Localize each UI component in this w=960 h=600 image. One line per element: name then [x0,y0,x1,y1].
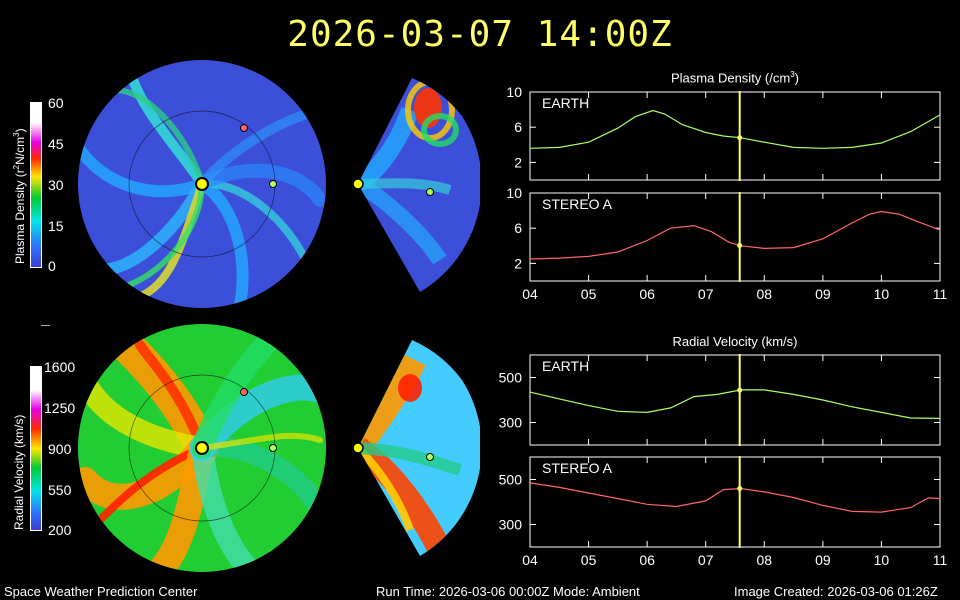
series-line [529,389,941,419]
x-tick-label: 10 [874,552,890,568]
y-tick-label: 300 [499,415,523,431]
series-line [529,109,941,149]
velocity-tick: 1250 [44,400,76,416]
footer-right: Image Created: 2026-03-06 01:26Z [734,584,938,599]
density-panel-title: Plasma Density (/cm3) [671,70,799,86]
time-series-charts: 2 6 10 EARTH 2 6 10 04 05 06 07 08 09 10 11 STEREO A 300… [499,84,948,568]
x-tick-label: 06 [639,286,655,302]
current-time-marker [737,486,743,492]
panel-label: STEREO A [542,460,613,476]
y-tick-label: 300 [499,517,523,533]
separator-dash [41,325,50,326]
x-tick-label: 08 [756,552,772,568]
x-tick-label: 04 [522,286,538,302]
x-tick-label: 06 [639,552,655,568]
density-colorbar [30,102,42,268]
footer-center: Run Time: 2026-03-06 00:00Z Mode: Ambien… [376,584,640,599]
velocity-colorbar [30,366,42,531]
current-time-marker [737,387,743,393]
panel-label: STEREO A [542,196,613,212]
current-time-marker [737,135,743,141]
x-tick-label: 05 [581,552,597,568]
current-time-marker [737,242,743,248]
x-tick-label: 11 [933,552,948,568]
panel-label: EARTH [542,95,589,111]
velocity-tick: 200 [48,522,72,538]
y-tick-label: 10 [506,185,522,201]
plot-frame [529,354,941,446]
plot-frame [529,91,941,181]
density-wedge [352,78,480,292]
density-tick: 0 [48,258,56,274]
x-tick-label: 09 [815,286,831,302]
x-tick-label: 04 [522,552,538,568]
density-tick: 45 [48,136,64,152]
x-tick-label: 09 [815,552,831,568]
y-tick-label: 6 [514,119,522,135]
x-tick-label: 10 [874,286,890,302]
footer-left: Space Weather Prediction Center [4,584,198,599]
plot-frame [529,456,941,548]
y-tick-label: 10 [506,84,522,100]
x-tick-label: 07 [698,286,714,302]
y-tick-label: 500 [499,472,523,488]
page-title: 2026-03-07 14:00Z [287,14,673,55]
y-tick-label: 2 [514,255,522,271]
y-tick-label: 6 [514,220,522,236]
y-tick-label: 500 [499,370,523,386]
plot-frame [529,192,941,282]
density-tick: 30 [48,177,64,193]
velocity-wedge [352,340,480,556]
velocity-tick: 550 [48,482,72,498]
x-tick-label: 05 [581,286,597,302]
velocity-panel-title: Radial Velocity (km/s) [672,334,798,349]
density-tick: 15 [48,218,64,234]
y-tick-label: 2 [514,154,522,170]
x-tick-label: 07 [698,552,714,568]
series-line [529,210,941,260]
panel-label: EARTH [542,358,589,374]
velocity-tick: 1600 [44,359,76,375]
heliosphere-maps [78,60,480,572]
series-line [529,482,941,513]
x-tick-label: 08 [756,286,772,302]
x-tick-label: 11 [933,286,948,302]
velocity-tick: 900 [48,441,72,457]
density-tick: 60 [48,95,64,111]
